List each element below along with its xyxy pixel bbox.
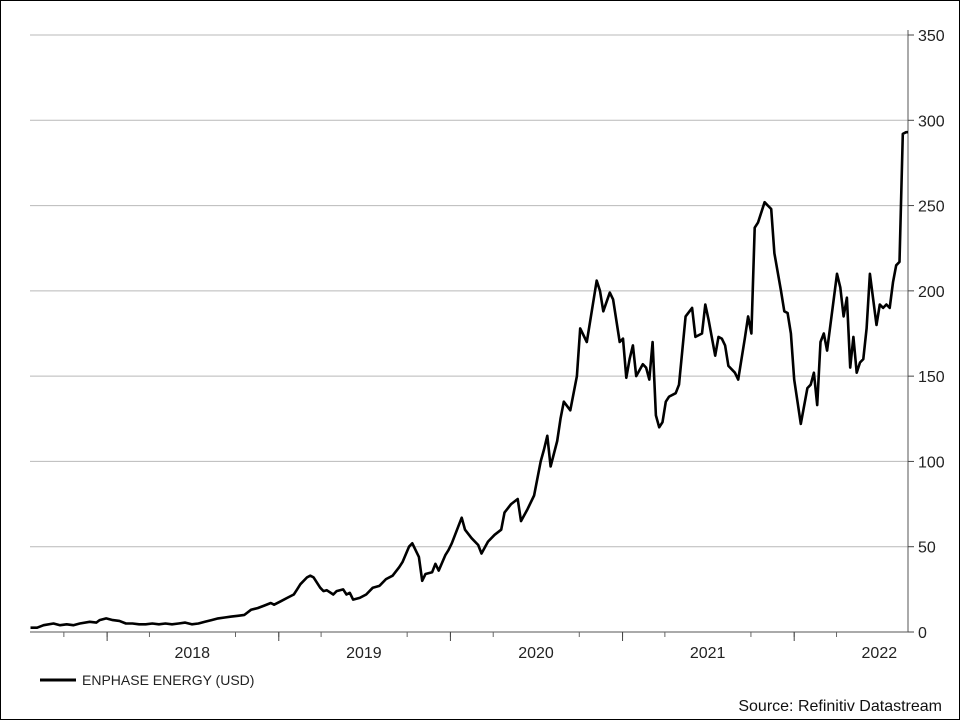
x-tick-label-2021: 2021 [690,645,726,662]
x-tick-label-2022: 2022 [862,645,898,662]
x-tick-label-2018: 2018 [174,645,210,662]
series-line-0 [30,130,908,630]
x-tick-label-2019: 2019 [346,645,382,662]
legend: ENPHASE ENERGY (USD) [40,672,254,688]
axes [30,30,909,633]
y-tick-label-100: 100 [918,454,945,471]
y-tick-label-200: 200 [918,284,945,301]
x-axis-ticks: 2018 2019 2020 2021 2022 [63,632,898,662]
x-tick-label-2020: 2020 [518,645,554,662]
y-tick-label-300: 300 [918,113,945,130]
y-axis-ticks: 0 50 100 150 200 250 300 350 [908,28,945,642]
legend-label: ENPHASE ENERGY (USD) [82,672,254,688]
y-tick-label-350: 350 [918,28,945,45]
y-tick-label-250: 250 [918,199,945,216]
gridlines [30,34,908,548]
y-tick-label-50: 50 [918,540,936,557]
series-layer [30,130,908,630]
source-credit: Source: Refinitiv Datastream [738,698,942,715]
y-tick-label-150: 150 [918,369,945,386]
y-tick-label-0: 0 [918,625,927,642]
